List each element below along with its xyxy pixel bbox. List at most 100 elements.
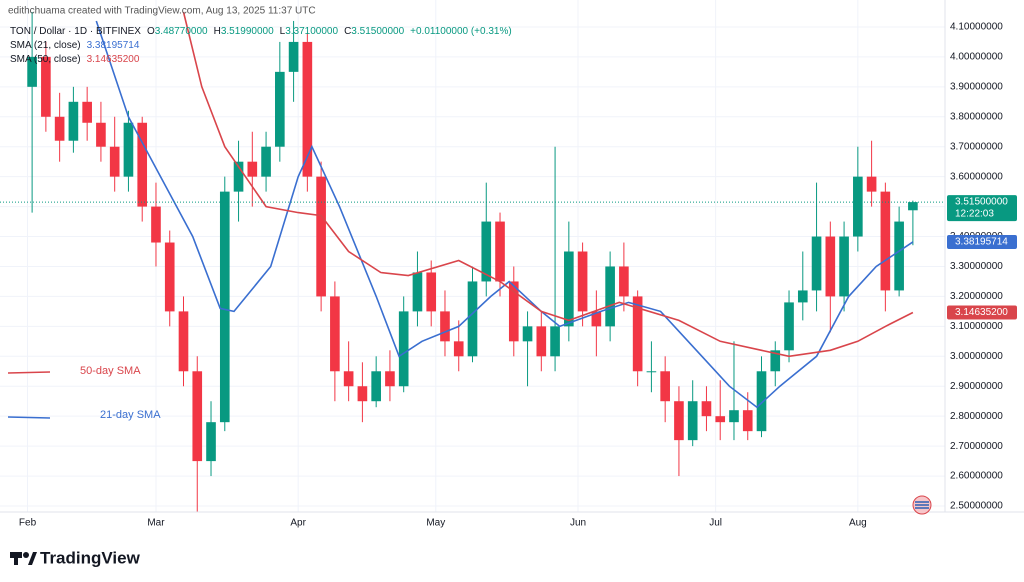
x-tick-label: Mar	[147, 518, 165, 529]
candle-body	[316, 176, 326, 297]
x-tick-label: Jul	[709, 518, 722, 529]
candle-body	[302, 41, 313, 177]
logo: TradingView	[10, 548, 141, 567]
candle-body	[385, 371, 395, 387]
candle-body	[715, 416, 726, 423]
last-price-label: 3.51500000	[955, 197, 1008, 208]
y-tick-label: 3.10000000	[950, 321, 1003, 332]
change: +0.01100000 (+0.31%)	[410, 26, 512, 37]
legend: TON / Dollar · 1D · BITFINEX O3.48770000 H…	[10, 26, 512, 65]
ohlc-key: C	[344, 26, 351, 37]
candle-body	[894, 221, 904, 291]
sma-price-label: 3.14635200	[955, 307, 1008, 318]
annotation-line	[7, 416, 51, 419]
sma-name: SMA (50, close)	[10, 54, 81, 65]
candle-body	[495, 221, 505, 282]
candle-body	[701, 401, 712, 417]
y-tick-label: 3.20000000	[950, 291, 1003, 302]
last-price-box	[947, 195, 1017, 222]
sma-value: 3.14635200	[87, 54, 140, 65]
candle-body	[453, 341, 464, 357]
y-tick-label: 2.80000000	[950, 411, 1003, 422]
candle-body	[908, 202, 918, 211]
candle-body	[398, 311, 409, 387]
ohlc-value: 3.37100000	[285, 26, 338, 37]
candle-body	[591, 311, 602, 327]
x-tick-label: Feb	[19, 518, 37, 529]
candle-body	[275, 71, 285, 147]
candle-body	[54, 116, 65, 141]
candle-body	[839, 236, 849, 297]
candle-body	[288, 41, 299, 72]
candle-body	[522, 326, 533, 342]
candle-body	[660, 371, 670, 402]
x-tick-label: Aug	[849, 518, 867, 529]
y-tick-label: 3.00000000	[950, 351, 1003, 362]
candle-body	[756, 371, 767, 432]
sma-value: 3.38195714	[87, 40, 140, 51]
countdown: 12:22:03	[955, 209, 994, 220]
sma-price-box	[947, 305, 1017, 320]
ohlc-value: 3.48770000	[155, 26, 208, 37]
candle-body	[577, 251, 588, 312]
y-tick-label: 2.50000000	[950, 501, 1003, 512]
candle-body	[151, 206, 161, 243]
axes: 2.50000000 2.60000000 2.70000000 2.80000000…	[0, 0, 1024, 529]
ohlc-value: 3.51500000	[351, 26, 404, 37]
candle-body	[440, 311, 450, 342]
candle-body	[412, 272, 423, 312]
candle-body	[687, 401, 698, 441]
candle-body	[811, 236, 822, 291]
y-tick-label: 4.00000000	[950, 52, 1003, 63]
candle-body	[426, 272, 437, 312]
x-tick-label: Jun	[570, 518, 586, 529]
candle-body	[797, 290, 808, 303]
candle-body	[137, 122, 148, 207]
annotation-line	[7, 371, 51, 374]
sma-name: SMA (21, close)	[10, 40, 81, 51]
ohlc-key: L	[280, 26, 286, 37]
y-tick-label: 2.60000000	[950, 471, 1003, 482]
candle-body	[632, 296, 643, 372]
candle-body	[467, 281, 478, 357]
candle-body	[853, 176, 863, 237]
candle-body	[371, 371, 381, 402]
candle-body	[784, 302, 794, 351]
x-tick-label: Apr	[290, 518, 306, 529]
candle-body	[536, 326, 547, 357]
candle-body	[41, 56, 51, 117]
y-tick-label: 3.70000000	[950, 141, 1003, 152]
ohlc-value: 3.51990000	[221, 26, 274, 37]
sma-line	[95, 20, 914, 409]
candle-body	[564, 251, 574, 327]
y-tick-label: 2.90000000	[950, 381, 1003, 392]
candle-body	[219, 191, 230, 423]
candle-body	[550, 326, 560, 357]
candle-body	[742, 410, 753, 432]
candle-body	[233, 161, 244, 192]
candle-body	[825, 236, 836, 297]
ohlc-key: O	[147, 26, 155, 37]
candle-body	[605, 266, 615, 327]
candle-body	[68, 101, 79, 141]
candle-body	[619, 266, 629, 297]
candle-body	[27, 56, 37, 87]
candle-body	[192, 371, 203, 462]
y-tick-label: 3.80000000	[950, 111, 1003, 122]
candle-body	[247, 161, 258, 177]
legend-sma-row: SMA (50, close) 3.14635200	[10, 54, 140, 65]
sma-price-label: 3.38195714	[955, 237, 1008, 248]
candle-body	[866, 176, 877, 192]
y-tick-label: 3.60000000	[950, 171, 1003, 182]
y-tick-label: 3.30000000	[950, 261, 1003, 272]
candle-body	[674, 401, 684, 441]
candle-body	[880, 191, 891, 291]
candle-body	[481, 221, 492, 282]
symbol: TON / Dollar · 1D · BITFINEX	[10, 26, 141, 37]
candle-body	[330, 296, 340, 372]
sma-line	[182, 11, 914, 358]
candle-body	[508, 281, 519, 342]
annotation: 21-day SMA	[100, 409, 161, 421]
legend-symbol-row: TON / Dollar · 1D · BITFINEX O3.48770000 H…	[10, 26, 512, 37]
candle-body	[261, 146, 271, 177]
